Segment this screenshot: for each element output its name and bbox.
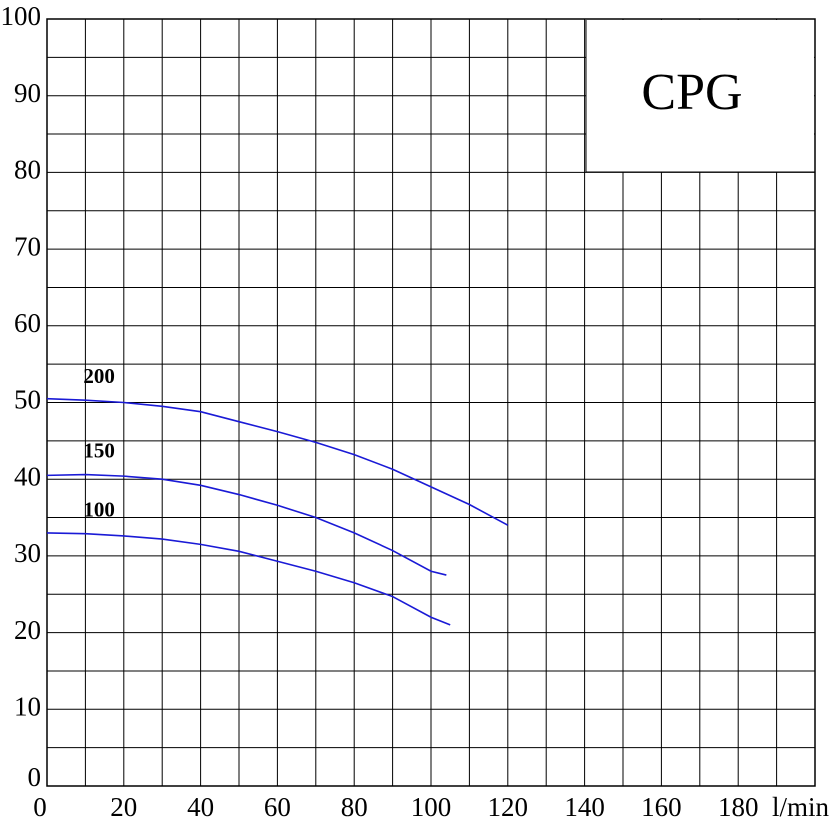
series-label: 200 (83, 364, 115, 388)
x-tick-label: 180 (718, 792, 759, 822)
y-tick-label: 40 (14, 461, 41, 491)
y-tick-label: 10 (14, 692, 41, 722)
x-tick-label: 40 (187, 792, 214, 822)
x-tick-label: 120 (488, 792, 529, 822)
series-label: 100 (83, 497, 115, 521)
x-tick-label: 0 (33, 792, 47, 822)
series-line (46, 397, 509, 526)
y-tick-label: 60 (14, 308, 41, 338)
x-tick-label: 140 (564, 792, 605, 822)
y-tick-label: 0 (28, 762, 42, 792)
x-tick-label: 80 (341, 792, 368, 822)
y-tick-label: 50 (14, 385, 41, 415)
plot-frame (46, 18, 816, 787)
series-label: 150 (83, 438, 115, 462)
y-tick-label: 80 (14, 155, 41, 185)
chart-title: CPG (641, 64, 742, 121)
x-axis-label: l/min (772, 792, 829, 822)
series-line (46, 532, 451, 626)
y-tick-label: 90 (14, 78, 41, 108)
title-box (586, 20, 814, 172)
x-tick-label: 20 (110, 792, 137, 822)
series-line (46, 473, 447, 576)
y-tick-label: 20 (14, 615, 41, 645)
x-tick-label: 60 (264, 792, 291, 822)
y-tick-label: 100 (1, 1, 42, 31)
y-tick-label: 30 (14, 538, 41, 568)
x-tick-label: 160 (641, 792, 682, 822)
y-tick-label: 70 (14, 231, 41, 261)
x-tick-label: 100 (411, 792, 452, 822)
